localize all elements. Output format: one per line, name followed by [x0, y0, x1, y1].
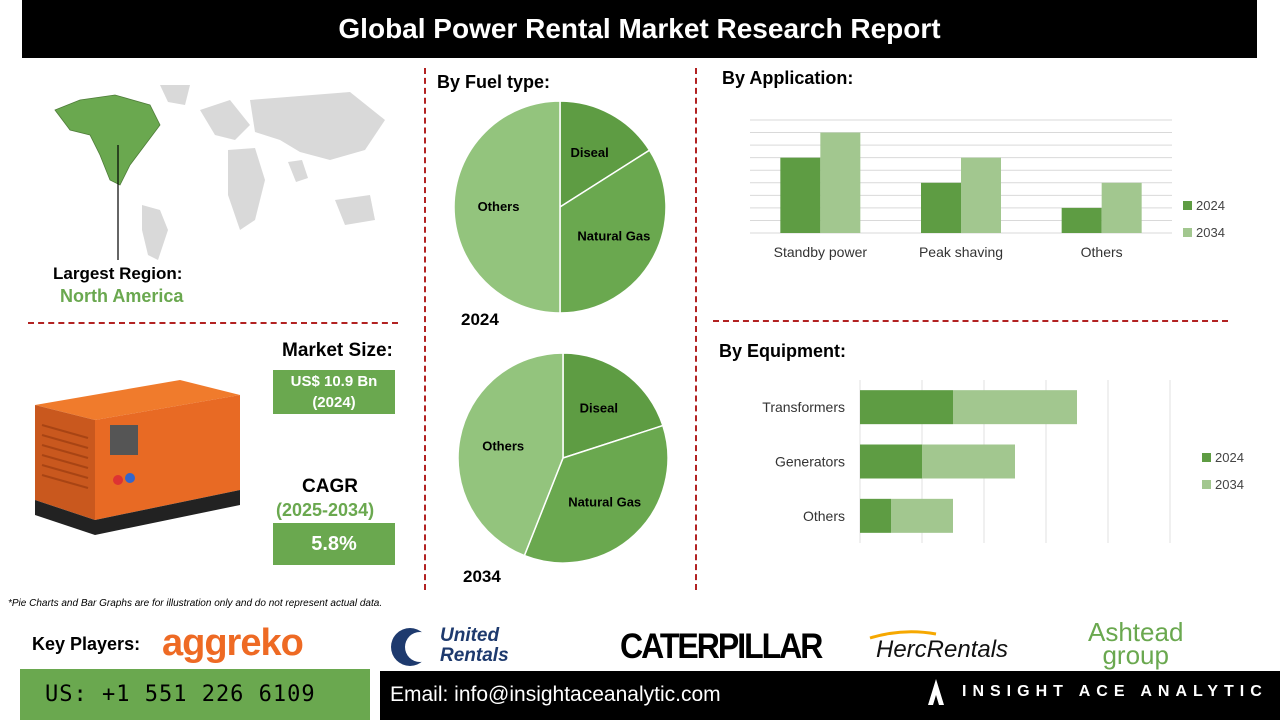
- united-rentals-logo: United Rentals: [388, 626, 509, 673]
- world-map-land: [142, 85, 385, 260]
- phone-box: US: +1 551 226 6109: [20, 669, 370, 720]
- app-bar-peak-shaving-2034: [961, 157, 1001, 233]
- generator-base: [35, 490, 240, 535]
- united-rentals-mark: [391, 628, 435, 666]
- equipment-title: By Equipment:: [719, 341, 847, 361]
- ashtead-logo-line1: Ashtead: [1088, 617, 1184, 647]
- largest-region-value: North America: [60, 286, 184, 306]
- email-bar: Email: info@insightaceanalytic.com INSIG…: [380, 671, 1280, 720]
- equipment-legend-label-2024: 2024: [1215, 450, 1244, 465]
- vertical-divider-right: [695, 68, 697, 590]
- united-rentals-logo-line2: Rentals: [440, 645, 509, 666]
- app-bar-others-2024: [1061, 207, 1102, 233]
- key-players-label: Key Players:: [32, 634, 141, 654]
- pie-2034-year-label: 2034: [463, 567, 501, 586]
- left-divider: [28, 322, 398, 324]
- application-title: By Application:: [722, 68, 854, 88]
- ashtead-logo-line2: group: [1102, 640, 1169, 670]
- pie-label-others: Others: [482, 439, 524, 454]
- app-bar-standby-power-2034: [820, 132, 861, 233]
- pie-slice-diseal: [559, 100, 651, 209]
- equipment-category-label-others: Others: [803, 508, 845, 524]
- north-america-highlight: [54, 94, 161, 186]
- app-bar-standby-power-2024: [780, 157, 821, 233]
- equipment-category-label-transformers: Transformers: [762, 399, 845, 415]
- herc-swoosh: [869, 630, 937, 640]
- pie-slice-natural-gas: [559, 149, 667, 314]
- brand-name: INSIGHT ACE ANALYTIC: [962, 683, 1268, 700]
- application-bar-chart: Standby power Peak shaving Others 2024 2034: [750, 119, 1225, 260]
- market-size-year: (2024): [312, 394, 356, 411]
- right-divider: [713, 320, 1228, 322]
- world-map: [54, 85, 385, 260]
- page-title: Global Power Rental Market Research Repo…: [338, 13, 941, 44]
- equipment-bar-transformers-2034: [953, 390, 1077, 425]
- equipment-legend-swatch-2024: [1202, 453, 1211, 462]
- insight-ace-logo-icon: [928, 679, 944, 705]
- market-size-value: US$ 10.9 Bn: [290, 373, 378, 390]
- united-rentals-logo-line1: United: [440, 625, 500, 646]
- control-panel: [110, 425, 138, 455]
- app-legend-swatch-2034: [1183, 228, 1192, 237]
- equipment-bar-transformers-2024: [860, 390, 953, 425]
- equipment-legend-swatch-2034: [1202, 480, 1211, 489]
- caterpillar-logo: CATERPILLAR: [620, 626, 823, 666]
- cagr-value: 5.8%: [311, 533, 357, 555]
- equipment-bar-others-2034: [891, 498, 953, 533]
- ashtead-logo: Ashtead group: [1088, 617, 1184, 670]
- pie-label-diseal: Diseal: [570, 145, 608, 160]
- cagr-label: CAGR: [302, 476, 358, 497]
- largest-region-label: Largest Region:: [53, 264, 183, 283]
- app-category-label-peak-shaving: Peak shaving: [919, 244, 1003, 260]
- generator-top: [35, 380, 240, 420]
- app-category-label-others: Others: [1081, 244, 1123, 260]
- pie-2024-year-label: 2024: [461, 310, 499, 329]
- equipment-bar-generators-2034: [922, 444, 1015, 479]
- equipment-bar-others-2024: [860, 498, 891, 533]
- app-legend-swatch-2024: [1183, 201, 1192, 210]
- pie-slice-others: [457, 352, 564, 557]
- generator-illustration: [35, 380, 240, 535]
- vertical-divider-left: [424, 68, 426, 590]
- socket-blue: [125, 473, 135, 483]
- market-size-label: Market Size:: [282, 340, 393, 361]
- cagr-value-box: 5.8%: [273, 523, 395, 565]
- pie-slice-natural-gas: [523, 424, 669, 564]
- cagr-period: (2025-2034): [276, 500, 375, 520]
- herc-rentals-logo: HercRentals: [876, 636, 1009, 663]
- aggreko-logo: aggreko: [162, 622, 304, 664]
- pie-chart-2034: Diseal Natural Gas Others: [457, 352, 669, 564]
- app-category-label-standby-power: Standby power: [774, 244, 868, 260]
- equipment-bar-generators-2024: [860, 444, 922, 479]
- equipment-legend-label-2034: 2034: [1215, 477, 1244, 492]
- vent-grille: [41, 424, 89, 489]
- market-size-box: US$ 10.9 Bn (2024): [273, 370, 395, 414]
- email-address[interactable]: Email: info@insightaceanalytic.com: [390, 683, 721, 706]
- pie-label-diseal: Diseal: [580, 401, 618, 416]
- pie-label-natural-gas: Natural Gas: [568, 494, 641, 509]
- fuel-type-title: By Fuel type:: [437, 72, 551, 92]
- pie-chart-2024: Diseal Natural Gas Others: [453, 100, 667, 314]
- report-title-bar: Global Power Rental Market Research Repo…: [22, 0, 1257, 58]
- app-legend-label-2034: 2034: [1196, 225, 1225, 240]
- socket-red: [113, 475, 123, 485]
- pie-label-others: Others: [478, 199, 520, 214]
- app-bar-peak-shaving-2024: [921, 182, 961, 233]
- app-legend-label-2024: 2024: [1196, 198, 1225, 213]
- footnote: *Pie Charts and Bar Graphs are for illus…: [8, 598, 383, 609]
- pie-slice-diseal: [562, 352, 664, 460]
- equipment-bar-chart: Transformers Generators Others 2024 2034: [762, 380, 1244, 543]
- pie-label-natural-gas: Natural Gas: [577, 229, 650, 244]
- app-bar-others-2034: [1101, 182, 1142, 233]
- phone-number[interactable]: US: +1 551 226 6109: [45, 682, 316, 707]
- pie-slice-others: [453, 100, 561, 314]
- equipment-category-label-generators: Generators: [775, 454, 845, 470]
